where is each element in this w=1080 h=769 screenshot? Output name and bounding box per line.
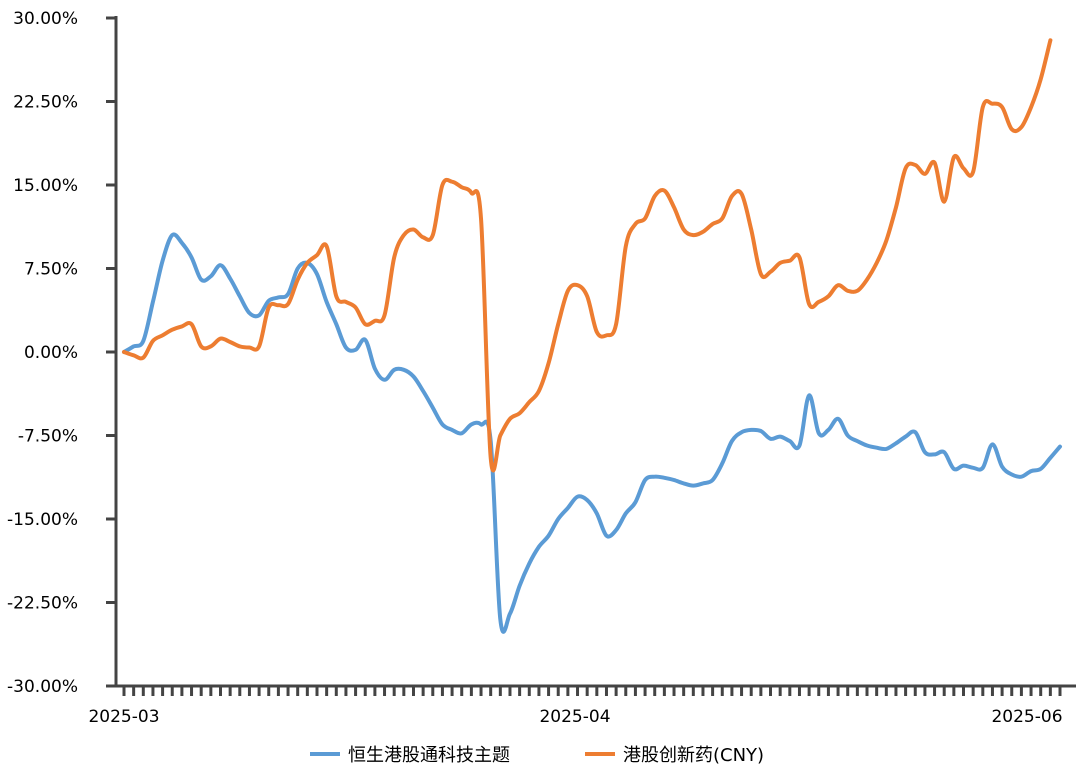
y-tick-label: 30.00% [13,9,78,29]
x-tick-label: 2025-04 [539,707,610,727]
series-line-2 [122,38,1053,473]
y-tick-label: -15.00% [7,510,78,530]
x-axis: 2025-03 2025-04 2025-06 [88,684,1076,727]
x-tick-label: 2025-06 [991,707,1062,727]
y-tick-label: 7.50% [24,260,78,280]
x-tick-label: 2025-03 [88,707,159,727]
y-axis: 30.00% 22.50% 15.00% 7.50% 0.00% -7.50% -15.00… [7,9,118,697]
y-tick-label: 0.00% [24,343,78,363]
y-tick-label: -7.50% [18,427,78,447]
legend: 恒生港股通科技主题 港股创新药(CNY) [310,745,764,766]
legend-label-series-1: 恒生港股通科技主题 [348,745,510,766]
y-tick-label: -22.50% [7,594,78,614]
y-tick-label: -30.00% [7,677,78,697]
series-line-1 [122,232,1062,634]
y-tick-label: 22.50% [13,93,78,113]
legend-label-series-2: 港股创新药(CNY) [623,745,764,766]
series-layer [122,38,1062,634]
y-tick-label: 15.00% [13,176,78,196]
